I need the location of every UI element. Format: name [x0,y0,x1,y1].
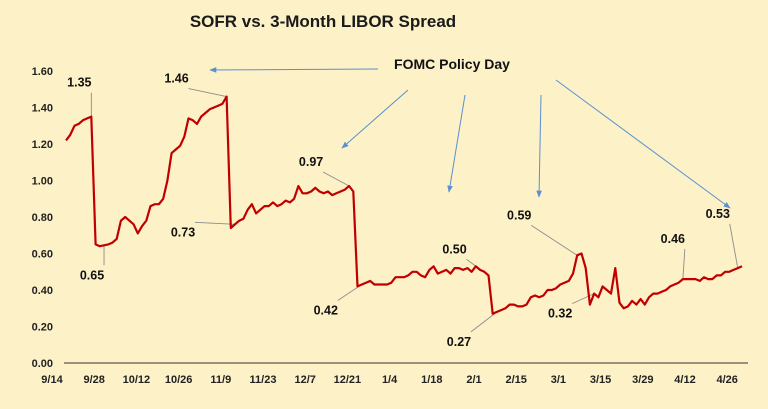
x-tick-label: 3/15 [590,374,611,386]
fomc-arrows [209,67,731,209]
x-tick-label: 4/12 [674,374,695,386]
callout-label: 0.42 [314,304,338,318]
x-tick-label: 11/9 [210,374,231,386]
callout-labels: 1.35 0.65 1.46 0.73 0.97 0.42 0.50 0.27 0.59 0.32… [67,72,730,349]
x-tick-label: 4/26 [716,374,737,386]
callout-leader [729,224,739,269]
fomc-arrow [341,89,409,149]
x-tick-label: 10/12 [123,374,151,386]
callout-label: 0.59 [507,208,531,222]
y-tick-label: 1.40 [32,103,53,115]
x-tick-label: 10/26 [165,374,193,386]
callout-leader [322,171,350,187]
x-tick-label: 12/7 [294,374,315,386]
callout-leader [194,221,236,225]
x-tick-label: 2/1 [466,374,481,386]
callout-leader [682,249,686,280]
callout-label: 0.32 [548,307,572,321]
callout-label: 1.46 [164,72,188,86]
x-tick-label: 9/14 [41,374,63,386]
fomc-arrow [555,79,731,209]
fomc-arrow [536,94,542,198]
series-line [65,95,743,315]
callout-label: 0.65 [80,268,104,282]
callout-label: 0.50 [442,242,466,256]
series-group [65,95,743,315]
callout-label: 0.97 [299,155,323,169]
x-tick-label: 1/4 [382,374,398,386]
y-tick-label: 0.80 [32,212,53,224]
x-tick-label: 12/21 [334,374,362,386]
chart-title: SOFR vs. 3-Month LIBOR Spread [190,12,456,31]
callout-leader [530,224,578,256]
fomc-policy-day-label: FOMC Policy Day [394,56,510,72]
x-axis: 9/14 9/28 10/12 10/26 11/9 11/23 12/7 12/21 1/4 1… [41,374,738,386]
y-axis: 0.00 0.20 0.40 0.60 0.80 1.00 1.20 1.40 1.60 [32,66,53,370]
x-tick-label: 3/1 [551,374,566,386]
callout-leader [470,311,498,333]
callout-leaders [90,88,739,333]
y-tick-label: 1.60 [32,66,53,78]
callout-label: 0.46 [661,232,685,246]
y-tick-label: 0.00 [32,358,53,370]
fomc-arrow [447,94,466,193]
callout-label: 0.27 [447,335,471,349]
fomc-arrow [209,67,379,73]
callout-label: 0.53 [706,207,730,221]
y-tick-label: 1.00 [32,176,53,188]
x-tick-label: 1/18 [421,374,442,386]
callout-leader [188,88,227,97]
callout-label: 1.35 [67,76,91,90]
x-tick-label: 11/23 [250,374,277,386]
callout-leader [571,293,595,305]
callout-label: 0.73 [171,225,195,239]
x-tick-label: 2/15 [505,374,526,386]
y-tick-label: 0.20 [32,322,53,334]
x-tick-label: 9/28 [83,374,104,386]
y-tick-label: 1.20 [32,139,53,151]
x-tick-label: 3/29 [632,374,653,386]
y-tick-label: 0.40 [32,285,53,297]
y-tick-label: 0.60 [32,249,53,261]
